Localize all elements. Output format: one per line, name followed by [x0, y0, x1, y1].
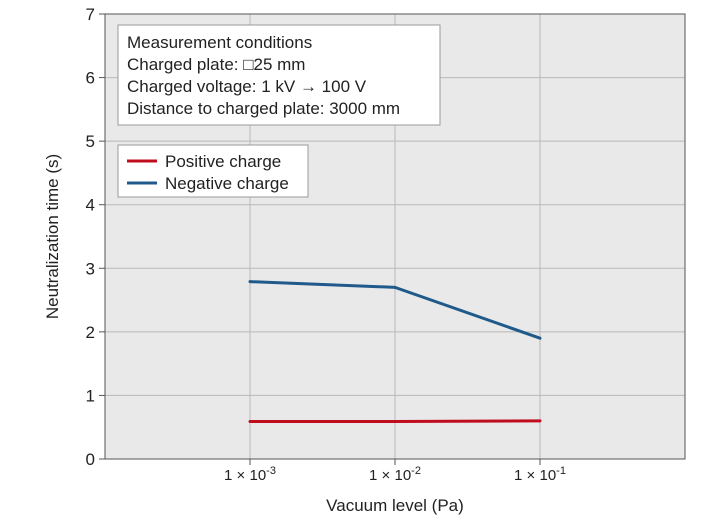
legend: Positive charge Negative charge: [117, 144, 309, 198]
data-point: [393, 419, 397, 423]
y-tick-label: 4: [86, 196, 95, 215]
measurement-conditions-box: Measurement conditions Charged plate: □2…: [117, 24, 441, 126]
x-tick-exponent: -3: [266, 465, 276, 477]
y-tick-label: 2: [86, 323, 95, 342]
y-tick-label: 3: [86, 259, 95, 278]
x-axis-label: Vacuum level (Pa): [326, 496, 464, 515]
annotation-line: Charged voltage: 1 kV → 100 V: [127, 77, 367, 96]
x-tick-exponent: -1: [556, 465, 566, 477]
annotation-background: [117, 24, 441, 126]
data-point: [248, 419, 252, 423]
x-axis-ticks: 1 × 10-3 1 × 10-2 1 × 10-1: [224, 459, 566, 484]
data-point: [393, 285, 397, 289]
y-tick-label: 0: [86, 450, 95, 469]
y-tick-label: 6: [86, 69, 95, 88]
legend-label-negative: Negative charge: [165, 174, 289, 193]
data-point: [538, 336, 542, 340]
data-point: [248, 280, 252, 284]
annotation-line: Distance to charged plate: 3000 mm: [127, 99, 400, 118]
y-axis-label: Neutralization time (s): [43, 154, 62, 319]
x-tick-label: 1 × 10-1: [514, 465, 566, 484]
annotation-line: Measurement conditions: [127, 33, 312, 52]
x-tick-label: 1 × 10-3: [224, 465, 276, 484]
annotation-line: Charged plate: □25 mm: [127, 55, 305, 74]
legend-label-positive: Positive charge: [165, 152, 281, 171]
data-point: [538, 419, 542, 423]
x-tick-exponent: -2: [411, 465, 421, 477]
y-tick-label: 1: [86, 386, 95, 405]
y-tick-label: 7: [86, 5, 95, 24]
x-tick-label: 1 × 10-2: [369, 465, 421, 484]
series: [248, 280, 542, 423]
y-tick-label: 5: [86, 132, 95, 151]
y-axis-ticks: 0 1 2 3 4 5 6 7: [86, 5, 105, 469]
legend-background: [117, 144, 309, 198]
